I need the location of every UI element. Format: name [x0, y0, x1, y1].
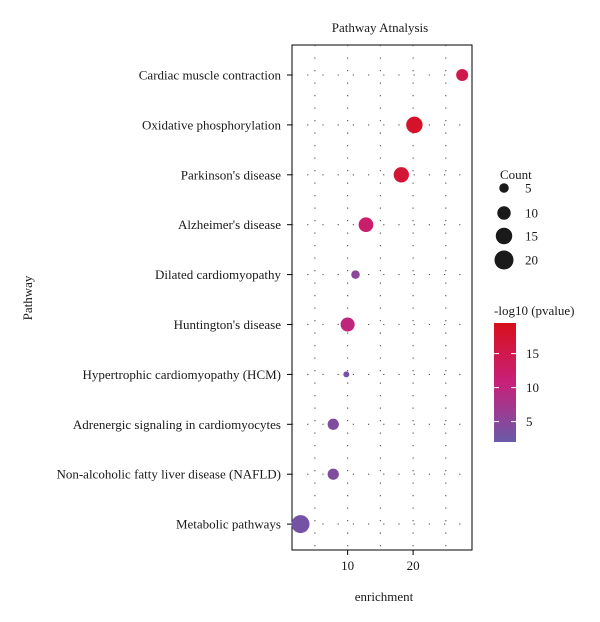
- data-point: [456, 68, 469, 82]
- data-point: [343, 371, 350, 378]
- y-tick-label: Cardiac muscle contraction: [139, 68, 282, 83]
- count-legend-symbol: [497, 206, 511, 220]
- count-legend-title: Count: [500, 167, 532, 182]
- data-point: [327, 418, 339, 430]
- data-points: [291, 68, 469, 534]
- y-tick-label: Parkinson's disease: [181, 167, 281, 182]
- count-legend-label: 10: [525, 206, 538, 221]
- pvalue-legend-title: -log10 (pvalue): [494, 303, 575, 318]
- x-axis-label: enrichment: [355, 589, 414, 604]
- y-tick-label: Dilated cardiomyopathy: [155, 267, 281, 282]
- count-legend-label: 20: [525, 253, 538, 268]
- y-tick-label: Metabolic pathways: [176, 517, 281, 532]
- y-tick-label: Non-alcoholic fatty liver disease (NAFLD…: [56, 467, 281, 482]
- count-legend-symbol: [495, 227, 513, 245]
- colorbar-label: 10: [526, 380, 539, 395]
- colorbar-label: 15: [526, 346, 539, 361]
- y-tick-label: Oxidative phosphorylation: [142, 117, 282, 132]
- data-point: [393, 167, 409, 183]
- count-legend-symbol: [499, 183, 509, 193]
- count-legend: Count 5 10 15 20: [494, 167, 538, 270]
- data-point: [358, 217, 374, 233]
- y-axis-ticks: Cardiac muscle contraction Oxidative phos…: [56, 68, 292, 532]
- data-point: [351, 270, 360, 279]
- data-point: [327, 468, 339, 480]
- data-point: [406, 116, 423, 134]
- y-tick-label: Alzheimer's disease: [178, 217, 281, 232]
- count-legend-symbol: [494, 250, 514, 270]
- count-legend-label: 15: [525, 229, 538, 244]
- y-tick-label: Huntington's disease: [174, 317, 282, 332]
- x-axis-ticks: 10 20: [341, 550, 420, 573]
- pvalue-colorbar: [494, 323, 516, 442]
- y-axis-label: Pathway: [20, 275, 35, 320]
- y-tick-label: Adrenergic signaling in cardiomyocytes: [73, 417, 281, 432]
- pvalue-legend: -log10 (pvalue) 5 10 15: [494, 303, 575, 442]
- data-point: [291, 515, 310, 534]
- x-tick-label: 20: [407, 558, 420, 573]
- data-point: [340, 317, 355, 332]
- y-tick-label: Hypertrophic cardiomyopathy (HCM): [82, 367, 281, 382]
- x-tick-label: 10: [341, 558, 354, 573]
- chart-title: Pathway Atnalysis: [332, 20, 428, 35]
- plot-panel: [291, 44, 473, 551]
- colorbar-label: 5: [526, 414, 533, 429]
- count-legend-label: 5: [525, 181, 532, 196]
